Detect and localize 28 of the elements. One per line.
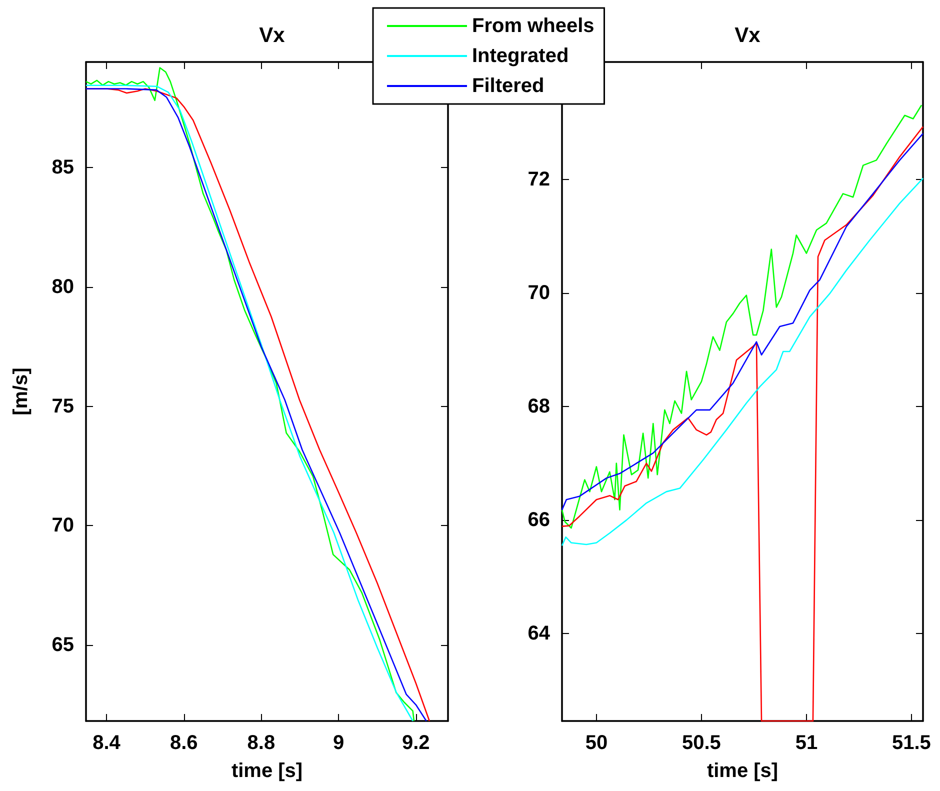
y-tick-label: 75 [52,395,74,418]
y-tick-label: 70 [52,514,74,537]
y-tick-label: 66 [528,509,550,532]
y-tick-label: 85 [52,156,74,179]
x-tick-label: 8.6 [170,732,198,754]
y-tick-label: 64 [528,622,551,645]
legend-label: Integrated [472,45,569,67]
y-tick-label: 70 [528,282,550,304]
x-tick-label: 8.8 [247,732,276,754]
line-series [561,178,924,546]
x-tick-label: 50 [585,732,608,754]
x-tick-label: 9.2 [402,732,430,754]
y-axis-title: [m/s] [10,368,32,416]
x-axis-title: time [s] [231,760,303,782]
y-tick-label: 72 [528,168,550,190]
x-tick-label: 9 [332,732,344,754]
x-axis-title: time [s] [706,760,778,782]
y-tick-label: 80 [52,276,74,298]
x-tick-label: 50.5 [682,732,721,754]
legend-label: From wheels [472,15,594,37]
x-tick-label: 8.4 [92,732,122,754]
chart-title: Vx [259,24,286,47]
x-tick-label: 51.5 [892,732,931,754]
chart-title: Vx [734,24,761,47]
x-tick-label: 51 [795,732,818,754]
y-tick-label: 68 [528,396,550,418]
legend-label: Filtered [472,75,544,97]
y-tick-label: 65 [52,634,74,656]
